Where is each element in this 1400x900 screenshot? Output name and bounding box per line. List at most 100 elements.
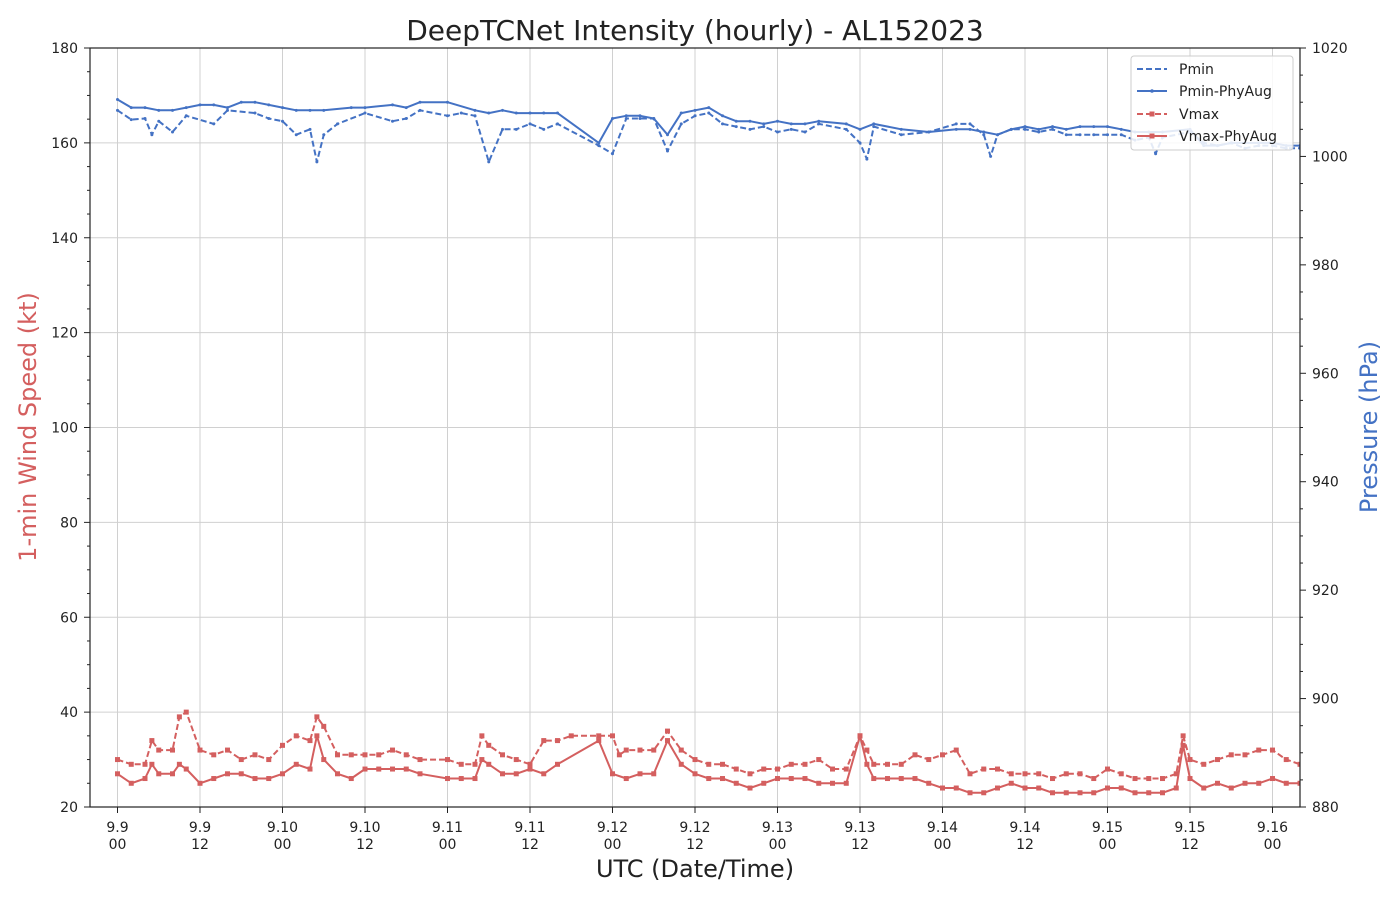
- point-pmin: [624, 116, 628, 120]
- point-vmax: [843, 766, 849, 772]
- point-pmin-phyaug: [611, 116, 614, 120]
- point-vmax: [720, 761, 725, 767]
- point-pmin: [844, 127, 848, 131]
- point-vmax: [513, 757, 519, 763]
- point-pmin: [638, 116, 642, 120]
- point-pmin: [1092, 133, 1096, 137]
- point-vmax-phyaug: [445, 776, 450, 782]
- x-axis-label: UTC (Date/Time): [596, 855, 794, 883]
- point-pmin-phyaug: [116, 98, 119, 102]
- point-vmax: [128, 761, 134, 767]
- point-vmax-phyaug: [479, 757, 485, 763]
- bottom-tick-date: 9.13: [762, 820, 793, 836]
- point-pmin-phyaug: [872, 122, 876, 126]
- point-pmin: [693, 114, 697, 118]
- point-pmin: [1037, 130, 1041, 134]
- point-vmax-phyaug: [733, 780, 739, 786]
- point-pmin: [872, 125, 876, 129]
- point-vmax-phyaug: [596, 738, 602, 744]
- point-vmax: [568, 733, 574, 739]
- point-pmin: [1312, 144, 1315, 147]
- point-pmin-phyaug: [418, 100, 422, 104]
- point-vmax-phyaug: [610, 771, 615, 777]
- point-pmin: [803, 130, 807, 134]
- point-pmin-phyaug: [198, 103, 202, 107]
- point-vmax-phyaug: [747, 785, 753, 791]
- bottom-tick-hour: 12: [1016, 837, 1034, 853]
- point-pmin-phyaug: [1092, 125, 1096, 129]
- point-vmax-phyaug: [981, 790, 987, 796]
- point-pmin: [1078, 133, 1082, 137]
- point-pmin: [1381, 155, 1384, 158]
- left-tick-label: 180: [51, 41, 78, 57]
- series-layer: [115, 98, 1398, 796]
- point-pmin: [1354, 155, 1357, 158]
- point-pmin: [968, 122, 972, 126]
- point-vmax: [252, 752, 258, 758]
- point-vmax: [981, 766, 987, 772]
- point-pmin-phyaug: [734, 119, 738, 123]
- bottom-tick-hour: 00: [274, 837, 292, 853]
- point-vmax-phyaug: [238, 771, 244, 777]
- point-pmin: [212, 122, 216, 126]
- point-vmax-phyaug: [706, 776, 712, 782]
- point-pmin-phyaug: [1354, 150, 1357, 153]
- point-vmax: [1380, 729, 1385, 734]
- point-vmax-phyaug: [1242, 780, 1248, 786]
- point-pmin: [143, 116, 147, 120]
- bottom-tick-date: 9.13: [844, 820, 875, 836]
- point-vmax: [1353, 738, 1358, 743]
- y-axis-label-left: 1-min Wind Speed (kt): [14, 292, 42, 562]
- point-pmin-phyaug: [1395, 158, 1398, 161]
- point-vmax-phyaug: [1311, 781, 1316, 786]
- legend-entry-vmax-phyaug: Vmax-PhyAug: [1137, 129, 1277, 145]
- point-vmax: [761, 766, 767, 772]
- point-pmin: [734, 125, 738, 129]
- point-vmax: [479, 733, 485, 739]
- bottom-tick-hour: 12: [521, 837, 539, 853]
- point-vmax: [830, 766, 835, 772]
- point-vmax: [527, 761, 533, 767]
- point-pmin: [1395, 158, 1398, 161]
- point-pmin: [679, 122, 683, 126]
- point-pmin-phyaug: [542, 111, 546, 115]
- point-vmax: [596, 733, 602, 739]
- point-vmax-phyaug: [1022, 785, 1028, 791]
- point-pmin: [308, 127, 312, 131]
- point-pmin: [762, 125, 766, 129]
- bottom-tick-hour: 00: [604, 837, 622, 853]
- point-vmax-phyaug: [1180, 742, 1186, 748]
- point-vmax: [197, 747, 203, 753]
- point-vmax: [802, 761, 808, 767]
- point-vmax-phyaug: [1063, 790, 1069, 796]
- point-vmax: [1228, 752, 1234, 758]
- point-pmin-phyaug: [624, 114, 628, 118]
- bottom-tick-hour: 00: [1264, 837, 1282, 853]
- point-pmin: [184, 114, 188, 118]
- point-vmax: [733, 766, 739, 772]
- left-tick-label: 60: [60, 610, 78, 626]
- point-vmax-phyaug: [307, 766, 313, 772]
- point-pmin-phyaug: [748, 119, 752, 123]
- point-pmin-phyaug: [721, 114, 724, 118]
- point-vmax-phyaug: [176, 761, 182, 767]
- point-vmax-phyaug: [864, 761, 870, 767]
- point-pmin: [666, 149, 669, 153]
- point-pmin-phyaug: [501, 108, 504, 112]
- point-pmin: [253, 111, 257, 115]
- point-pmin: [1119, 133, 1123, 137]
- point-vmax-phyaug: [1270, 776, 1275, 782]
- point-pmin-phyaug: [473, 108, 477, 112]
- point-pmin-phyaug: [239, 100, 243, 104]
- point-vmax-phyaug: [802, 776, 808, 782]
- point-pmin-phyaug: [514, 111, 518, 115]
- point-pmin-phyaug: [143, 106, 147, 110]
- point-vmax: [898, 761, 904, 767]
- point-vmax-phyaug: [692, 771, 698, 777]
- point-pmin: [789, 127, 793, 131]
- point-vmax: [280, 742, 285, 748]
- point-pmin-phyaug: [597, 141, 601, 145]
- point-vmax-phyaug: [183, 766, 189, 772]
- point-vmax-phyaug: [775, 776, 780, 782]
- bottom-tick-hour: 12: [191, 837, 209, 853]
